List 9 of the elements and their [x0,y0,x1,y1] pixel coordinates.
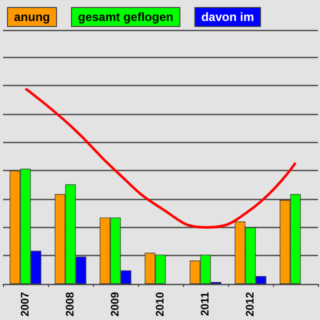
x-tick-label: 2012 [244,292,256,316]
text: anung [14,10,50,24]
x-tick-label: 2010 [154,292,166,316]
text: davon im [201,10,254,24]
x-tick-label: 2011 [200,292,212,316]
x-tick-label: 2009 [110,292,122,316]
x-tick-label: 2007 [20,292,32,316]
x-tick-label: 2008 [64,292,76,316]
text: gesamt geflogen [78,10,174,24]
